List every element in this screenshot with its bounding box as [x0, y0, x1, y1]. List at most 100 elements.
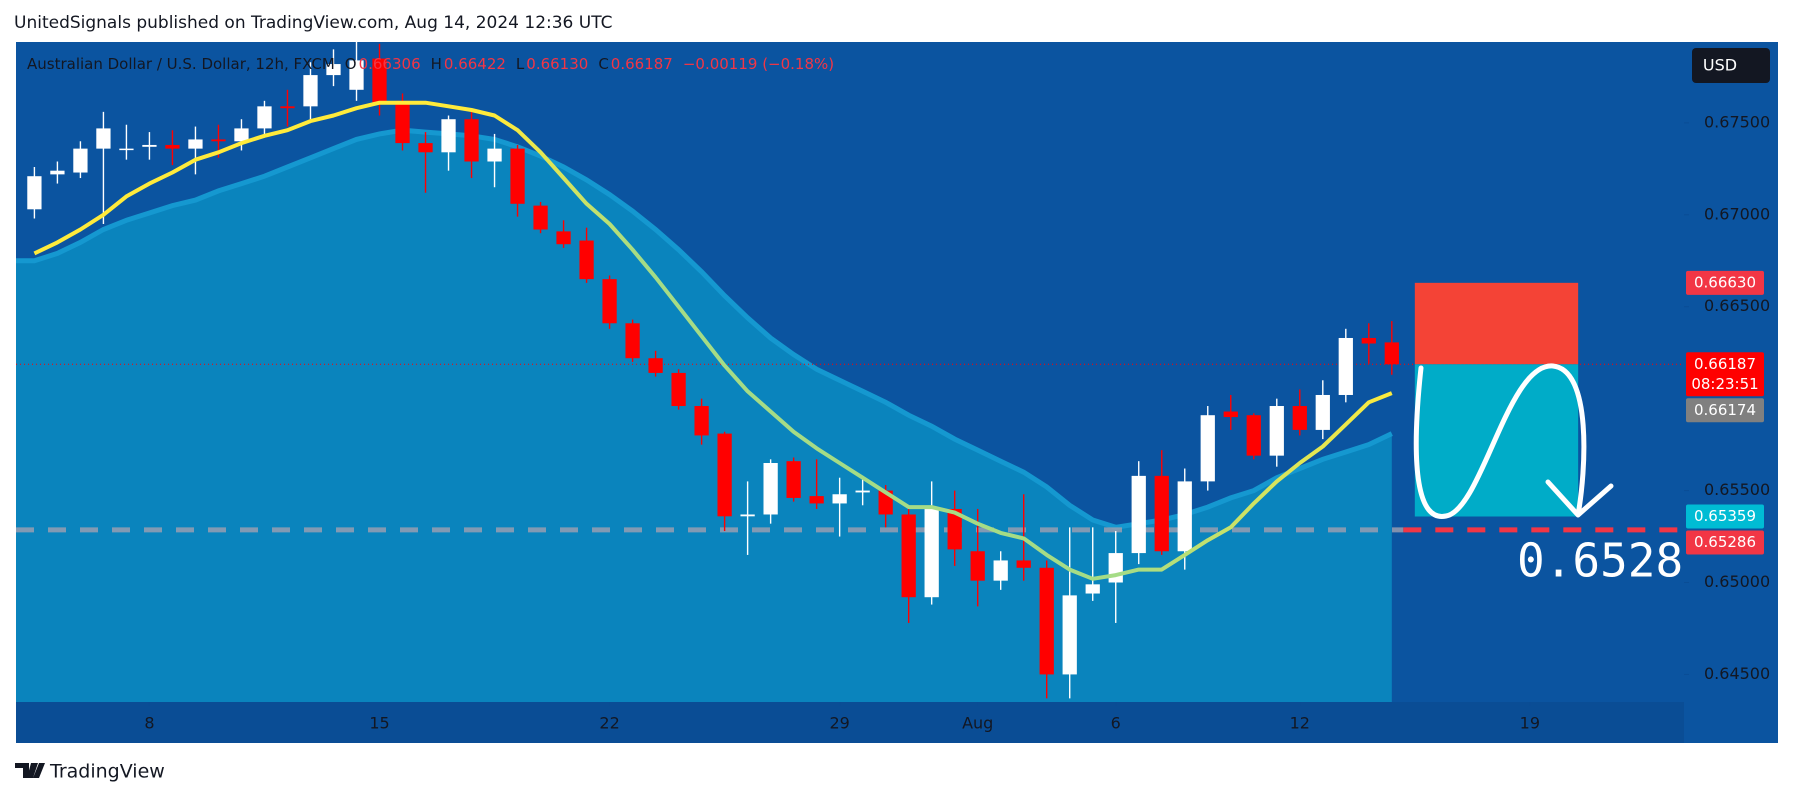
candle-body: [73, 148, 88, 173]
candle-body: [625, 323, 640, 359]
candle-body: [1315, 394, 1330, 430]
candle-body: [740, 514, 755, 517]
candle-body: [1384, 342, 1399, 365]
currency-label: USD: [1703, 56, 1737, 75]
candle-body: [786, 461, 801, 498]
candle-body: [924, 508, 939, 598]
candle-body: [395, 100, 410, 144]
candle-body: [349, 60, 364, 90]
price-badge-label: 0.66630: [1694, 273, 1756, 291]
logo-mark: [15, 763, 45, 778]
candle-body: [211, 139, 226, 142]
candle-body: [280, 106, 295, 109]
candle-body: [96, 128, 111, 149]
candle-body: [648, 358, 663, 373]
legend-close: 0.66187: [611, 55, 673, 73]
candle-body: [993, 560, 1008, 581]
time-axis: [16, 702, 1684, 743]
candle-body: [671, 372, 686, 407]
candle-body: [464, 119, 479, 162]
legend-low: 0.66130: [526, 55, 588, 73]
currency-button[interactable]: [1692, 48, 1770, 83]
candle-body: [694, 406, 709, 436]
candle-body: [303, 75, 318, 107]
candle-body: [970, 551, 985, 581]
stop-zone: [1414, 282, 1579, 365]
price-badge: [1686, 398, 1764, 423]
legend-open: 0.66306: [359, 55, 421, 73]
publish-header: UnitedSignals published on TradingView.c…: [14, 13, 612, 33]
x-tick-label: 22: [599, 714, 619, 733]
legend: Australian Dollar / U.S. Dollar, 12h, FX…: [27, 55, 834, 73]
candle-body: [1292, 406, 1307, 430]
y-tick-label: 0.67500: [1704, 112, 1770, 131]
candle-body: [50, 170, 65, 175]
price-badge: [1686, 530, 1764, 555]
candle-body: [1269, 406, 1284, 456]
price-badge-label: 0.66174: [1694, 401, 1756, 419]
candle-body: [809, 496, 824, 504]
candle-body: [1361, 337, 1376, 344]
y-tick-label: 0.65500: [1704, 480, 1770, 499]
candle-body: [510, 148, 525, 204]
candle-body: [372, 58, 387, 103]
candle-body: [947, 508, 962, 550]
price-badge-label: 0.66187: [1694, 355, 1756, 373]
price-badge: [1686, 270, 1764, 295]
candle-body: [257, 106, 272, 129]
tv-logo: [15, 763, 45, 778]
candle-body: [487, 148, 502, 162]
candle-body: [418, 143, 433, 153]
candle-body: [1108, 553, 1123, 583]
candle-body: [441, 119, 456, 153]
candle-body: [1062, 595, 1077, 675]
x-tick-label: 29: [829, 714, 849, 733]
candle-body: [1223, 411, 1238, 418]
candle-body: [165, 144, 180, 149]
legend-o-label: O: [345, 55, 357, 73]
drawn-arrow: [1413, 363, 1614, 519]
x-tick-label: 12: [1290, 714, 1310, 733]
candle-body: [579, 240, 594, 280]
price-badge-label: 0.65359: [1694, 507, 1756, 525]
legend-l-label: L: [516, 55, 525, 73]
legend-symbol: Australian Dollar / U.S. Dollar, 12h, FX…: [27, 55, 335, 73]
level-annotation: 0.6528: [1517, 534, 1683, 588]
legend-high: 0.66422: [444, 55, 506, 73]
overlay: [1414, 282, 1579, 517]
candle-body: [234, 128, 249, 142]
x-tick-label: 6: [1111, 714, 1121, 733]
candle-body: [1016, 560, 1031, 568]
y-tick-label: 0.64500: [1704, 664, 1770, 683]
candle-body: [1131, 475, 1146, 554]
legend-c-label: C: [598, 55, 608, 73]
y-tick-label: 0.65000: [1704, 572, 1770, 591]
candle-body: [717, 433, 732, 517]
y-tick-label: 0.67000: [1704, 204, 1770, 223]
candle-body: [142, 144, 157, 147]
candle-body: [1246, 415, 1261, 456]
legend-h-label: H: [431, 55, 442, 73]
y-tick-label: 0.66500: [1704, 296, 1770, 315]
countdown: 08:23:51: [1691, 375, 1758, 393]
candle-body: [1177, 481, 1192, 552]
candle-body: [556, 231, 571, 245]
candle-body: [1200, 415, 1215, 482]
candle-body: [1085, 584, 1100, 594]
candle-body: [832, 494, 847, 504]
footer-brand: TradingView: [49, 761, 165, 783]
candle-body: [326, 64, 341, 76]
candle-body: [901, 514, 916, 598]
legend-change: −0.00119 (−0.18%): [683, 55, 834, 73]
plot: [16, 42, 1684, 702]
x-tick-label: Aug: [962, 714, 993, 733]
candle-body: [1338, 337, 1353, 395]
candle-body: [27, 176, 42, 210]
candle-body: [188, 139, 203, 149]
price-badge-label: 0.65286: [1694, 533, 1756, 551]
x-tick-label: 8: [144, 714, 154, 733]
ma-line: [33, 100, 1393, 581]
candle-body: [1039, 567, 1054, 675]
x-tick-label: 15: [369, 714, 389, 733]
